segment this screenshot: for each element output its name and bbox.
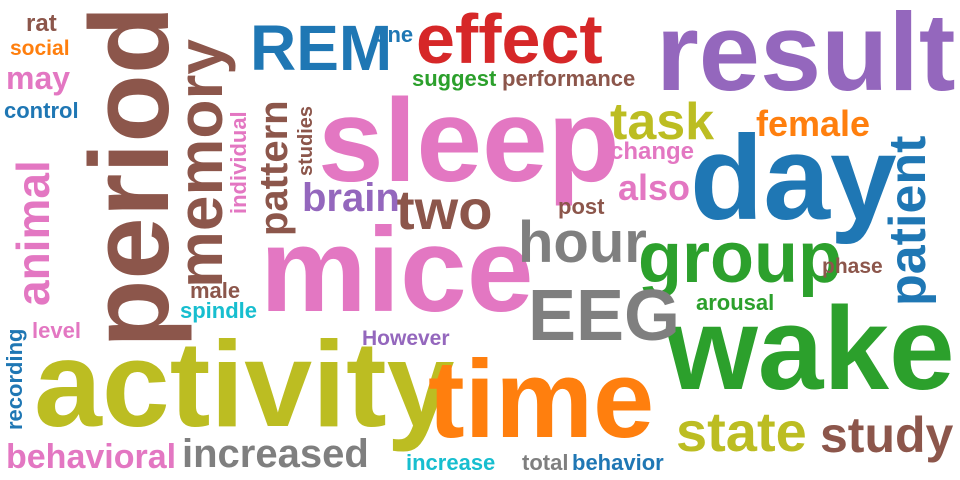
word-result: result [656, 0, 956, 114]
word-arousal: arousal [696, 290, 775, 315]
word-total: total [522, 450, 569, 475]
word-effect: effect [416, 0, 603, 78]
word-may: may [6, 60, 71, 96]
word-performance: performance [502, 66, 636, 91]
word-suggest: suggest [412, 66, 497, 91]
word-increase: increase [406, 450, 496, 475]
word-However: However [362, 327, 450, 350]
word-behavior: behavior [572, 450, 664, 475]
word-animal: animal [7, 160, 59, 306]
word-rat: rat [26, 10, 57, 37]
word-social: social [10, 37, 70, 60]
word-group: group [638, 218, 842, 298]
word-behavioral: behavioral [6, 438, 177, 476]
word-day: day [690, 111, 897, 245]
word-phase: phase [822, 255, 883, 278]
word-task: task [610, 93, 715, 151]
word-time: time [428, 338, 655, 461]
word-sleep: sleep [318, 75, 620, 207]
word-control: control [4, 98, 79, 123]
word-mice: mice [260, 203, 534, 337]
word-memory: memory [164, 39, 236, 288]
word-wake: wake [666, 283, 955, 415]
word-brain: brain [302, 176, 400, 220]
word-also: also [618, 167, 691, 208]
word-individual: individual [226, 111, 251, 214]
word-post: post [558, 194, 605, 219]
word-recording: recording [2, 328, 27, 430]
word-state: state [676, 400, 807, 463]
word-patient: patient [879, 135, 937, 306]
word-increased: increased [182, 432, 369, 476]
word-two: two [396, 178, 493, 241]
word-EEG: EEG [528, 276, 681, 356]
word-activity: activity [34, 316, 455, 452]
word-pattern: pattern [252, 100, 296, 236]
word-spindle: spindle [180, 298, 258, 323]
word-study: study [820, 407, 954, 463]
word-change: change [610, 138, 695, 165]
word-REM: REM [250, 12, 393, 84]
word-one: one [374, 22, 414, 47]
word-level: level [32, 318, 81, 343]
word-hour: hour [518, 210, 647, 275]
word-female: female [756, 103, 871, 144]
word-studies: studies [295, 105, 317, 176]
word-male: male [190, 278, 241, 303]
